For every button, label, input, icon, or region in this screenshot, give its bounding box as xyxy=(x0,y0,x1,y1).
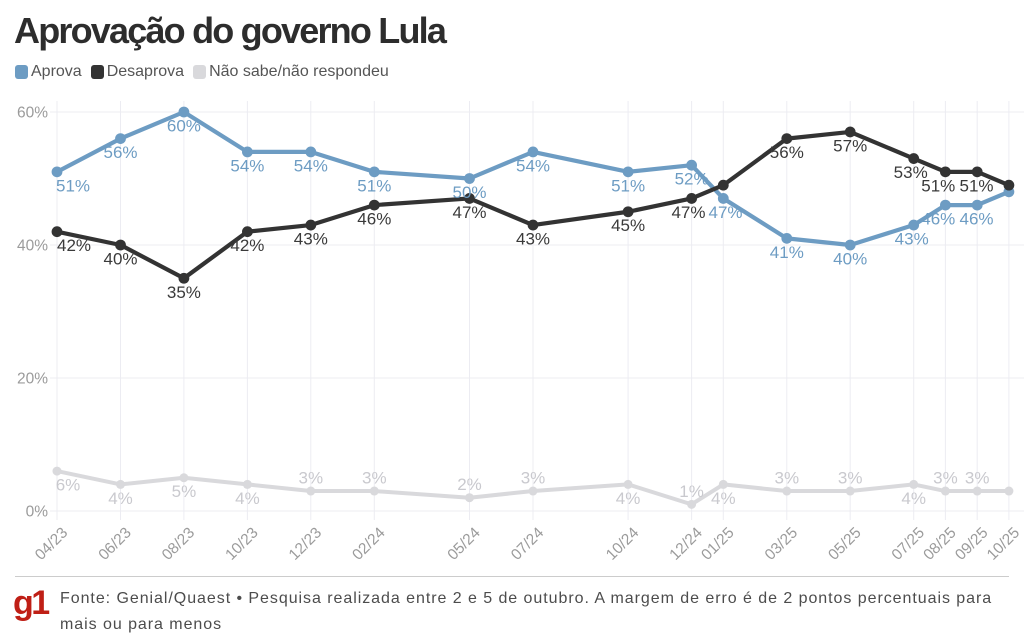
svg-text:35%: 35% xyxy=(167,283,201,302)
svg-text:40%: 40% xyxy=(17,238,48,255)
svg-text:01/25: 01/25 xyxy=(698,524,737,563)
svg-text:51%: 51% xyxy=(921,176,955,195)
svg-text:3%: 3% xyxy=(838,469,863,488)
svg-text:51%: 51% xyxy=(56,176,90,195)
svg-text:07/25: 07/25 xyxy=(889,524,928,563)
svg-text:46%: 46% xyxy=(960,210,994,229)
svg-text:03/25: 03/25 xyxy=(762,524,801,563)
svg-text:47%: 47% xyxy=(452,203,486,222)
svg-text:5%: 5% xyxy=(172,482,197,501)
svg-text:50%: 50% xyxy=(452,183,486,202)
svg-text:47%: 47% xyxy=(671,203,705,222)
svg-text:08/23: 08/23 xyxy=(159,524,198,563)
svg-text:60%: 60% xyxy=(167,117,201,136)
svg-text:43%: 43% xyxy=(294,230,328,249)
svg-text:54%: 54% xyxy=(516,156,550,175)
svg-text:04/23: 04/23 xyxy=(32,524,71,563)
svg-text:12/23: 12/23 xyxy=(286,524,325,563)
svg-text:43%: 43% xyxy=(516,230,550,249)
svg-text:45%: 45% xyxy=(611,216,645,235)
svg-text:54%: 54% xyxy=(230,156,264,175)
svg-text:02/24: 02/24 xyxy=(349,524,389,564)
svg-text:3%: 3% xyxy=(521,469,546,488)
svg-text:46%: 46% xyxy=(357,210,391,229)
svg-text:57%: 57% xyxy=(833,136,867,155)
svg-text:4%: 4% xyxy=(235,489,260,508)
svg-text:1%: 1% xyxy=(679,482,704,501)
svg-text:05/24: 05/24 xyxy=(444,524,484,564)
svg-text:46%: 46% xyxy=(921,210,955,229)
svg-text:3%: 3% xyxy=(362,469,387,488)
svg-text:51%: 51% xyxy=(960,176,994,195)
svg-text:06/23: 06/23 xyxy=(95,524,134,563)
svg-text:43%: 43% xyxy=(895,230,929,249)
svg-text:3%: 3% xyxy=(775,469,800,488)
svg-text:3%: 3% xyxy=(299,469,324,488)
svg-text:09/25: 09/25 xyxy=(952,524,991,563)
svg-text:2%: 2% xyxy=(457,475,482,494)
svg-text:4%: 4% xyxy=(901,489,926,508)
svg-text:10/23: 10/23 xyxy=(222,524,261,563)
svg-text:6%: 6% xyxy=(56,476,81,495)
svg-text:08/25: 08/25 xyxy=(920,524,959,563)
svg-text:20%: 20% xyxy=(17,371,48,388)
svg-text:4%: 4% xyxy=(616,489,641,508)
svg-text:3%: 3% xyxy=(965,469,990,488)
svg-text:10/25: 10/25 xyxy=(984,524,1023,563)
svg-text:47%: 47% xyxy=(709,203,743,222)
svg-text:0%: 0% xyxy=(26,504,49,521)
svg-text:05/25: 05/25 xyxy=(825,524,864,563)
svg-text:53%: 53% xyxy=(894,163,928,182)
svg-text:40%: 40% xyxy=(833,250,867,269)
svg-text:07/24: 07/24 xyxy=(508,524,548,564)
svg-text:60%: 60% xyxy=(17,105,48,122)
svg-text:54%: 54% xyxy=(294,156,328,175)
svg-text:42%: 42% xyxy=(57,236,91,255)
svg-text:12/24: 12/24 xyxy=(666,524,706,564)
svg-text:41%: 41% xyxy=(770,243,804,262)
svg-text:42%: 42% xyxy=(230,236,264,255)
svg-text:51%: 51% xyxy=(357,176,391,195)
svg-text:4%: 4% xyxy=(108,489,133,508)
svg-text:56%: 56% xyxy=(103,143,137,162)
svg-text:40%: 40% xyxy=(103,250,137,269)
svg-text:10/24: 10/24 xyxy=(603,524,643,564)
svg-text:3%: 3% xyxy=(933,469,958,488)
svg-text:51%: 51% xyxy=(611,176,645,195)
svg-text:4%: 4% xyxy=(711,489,736,508)
svg-text:52%: 52% xyxy=(675,170,709,189)
svg-text:56%: 56% xyxy=(770,143,804,162)
